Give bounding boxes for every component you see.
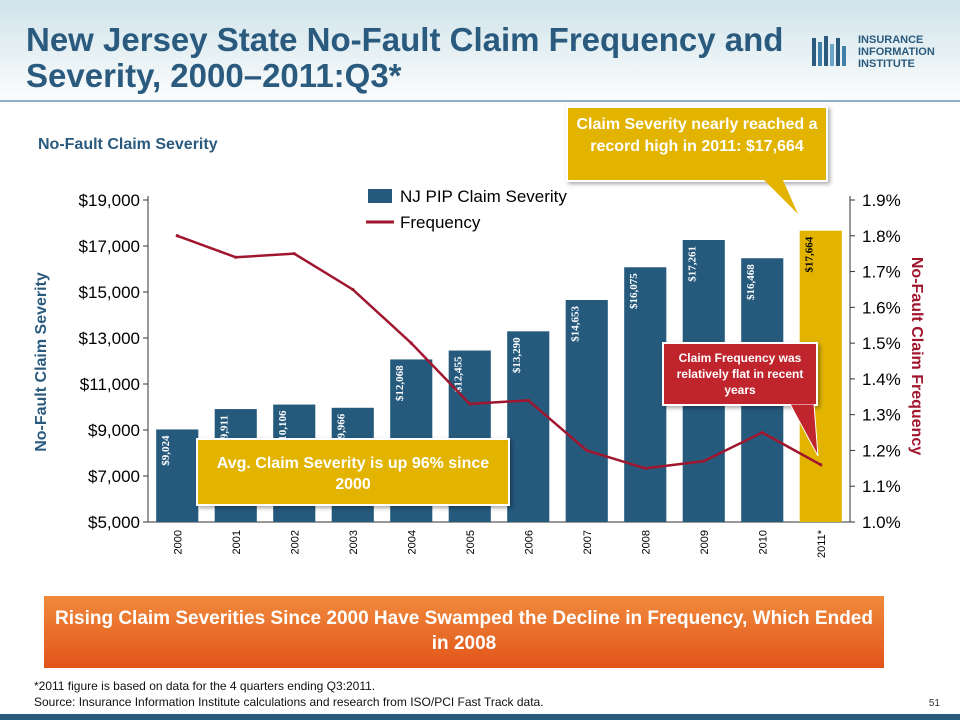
frequency-point bbox=[702, 459, 706, 463]
callout-avg-up: Avg. Claim Severity is up 96% since 2000 bbox=[196, 438, 510, 506]
frequency-point bbox=[175, 234, 179, 238]
y-tick-label-right: 1.7% bbox=[862, 263, 901, 282]
logo-text: INSURANCE INFORMATION INSTITUTE bbox=[858, 34, 935, 70]
x-tick-label: 2002 bbox=[289, 530, 301, 554]
y-tick-label-left: $9,000 bbox=[88, 421, 140, 440]
bar bbox=[507, 331, 550, 522]
legend-label-line: Frequency bbox=[400, 213, 481, 232]
callout-pointer bbox=[762, 178, 798, 214]
legend-label-bar: NJ PIP Claim Severity bbox=[400, 187, 567, 206]
bottom-bar bbox=[0, 714, 960, 720]
frequency-point bbox=[409, 341, 413, 345]
y-tick-label-left: $7,000 bbox=[88, 467, 140, 486]
y-tick-label-left: $5,000 bbox=[88, 513, 140, 532]
key-message-banner: Rising Claim Severities Since 2000 Have … bbox=[44, 596, 884, 668]
legend-swatch-bar bbox=[368, 189, 392, 203]
x-tick-label: 2004 bbox=[406, 530, 418, 554]
bar bbox=[624, 267, 667, 522]
iii-logo-icon bbox=[812, 36, 846, 66]
page-title: New Jersey State No-Fault Claim Frequenc… bbox=[26, 21, 784, 94]
x-tick-label: 2006 bbox=[523, 530, 535, 554]
chart-subtitle: No-Fault Claim Severity bbox=[38, 136, 218, 153]
x-tick-label: 2003 bbox=[348, 530, 360, 554]
callout-frequency-flat: Claim Frequency was relatively flat in r… bbox=[662, 342, 818, 406]
x-tick-label: 2000 bbox=[172, 530, 184, 554]
y-tick-label-left: $11,000 bbox=[80, 375, 140, 394]
callout-pointer bbox=[789, 404, 819, 457]
y-axis-title-right: No-Fault Claim Frequency bbox=[908, 257, 925, 455]
callout-severity-high: Claim Severity nearly reached a record h… bbox=[566, 106, 828, 182]
y-tick-label-left: $13,000 bbox=[79, 329, 140, 348]
bar-value-label: $17,261 bbox=[687, 246, 699, 282]
y-axis-title-left: No-Fault Claim Severity bbox=[33, 272, 50, 452]
frequency-point bbox=[760, 430, 764, 435]
y-tick-label-right: 1.0% bbox=[862, 513, 901, 532]
bar-value-label: $12,455 bbox=[453, 356, 465, 392]
bar-value-label: $9,911 bbox=[219, 415, 231, 445]
frequency-point bbox=[292, 252, 296, 256]
y-tick-label-right: 1.8% bbox=[862, 227, 901, 246]
x-tick-label: 2001 bbox=[231, 530, 243, 554]
frequency-point bbox=[585, 448, 589, 453]
y-tick-label-right: 1.2% bbox=[862, 441, 901, 460]
logo-line: INSTITUTE bbox=[858, 58, 915, 70]
y-tick-label-left: $19,000 bbox=[79, 191, 140, 210]
frequency-point bbox=[468, 402, 472, 406]
y-tick-label-right: 1.5% bbox=[862, 334, 901, 353]
frequency-point bbox=[234, 255, 238, 259]
bar-value-label: $16,075 bbox=[628, 273, 640, 309]
y-tick-label-right: 1.9% bbox=[862, 191, 901, 210]
y-tick-label-left: $15,000 bbox=[79, 283, 140, 302]
x-tick-label: 2011* bbox=[816, 529, 828, 558]
frequency-line bbox=[176, 234, 822, 470]
frequency-point bbox=[643, 466, 647, 470]
bar-value-label: $9,966 bbox=[336, 413, 348, 444]
severity-frequency-chart: $5,000 $7,000 $9,000 $11,000 $13,000 $15,000 $… bbox=[33, 187, 925, 558]
x-tick-label: 2009 bbox=[699, 530, 711, 554]
bar-value-label: $14,653 bbox=[570, 305, 582, 341]
frequency-point bbox=[819, 463, 823, 467]
bar-value-label: $10,106 bbox=[277, 410, 289, 446]
title-divider bbox=[0, 100, 960, 102]
bar bbox=[156, 429, 199, 522]
source-note: Source: Insurance Information Institute … bbox=[34, 695, 544, 709]
bar-value-label: $17,664 bbox=[804, 236, 816, 272]
footnote: *2011 figure is based on data for the 4 … bbox=[34, 679, 376, 693]
y-tick-label-right: 1.6% bbox=[862, 298, 901, 317]
frequency-point bbox=[526, 398, 530, 402]
bar-value-label: $16,468 bbox=[745, 264, 757, 300]
x-tick-label: 2010 bbox=[757, 530, 769, 554]
y-tick-label-left: $17,000 bbox=[79, 237, 140, 256]
logo-line: INSURANCE bbox=[858, 34, 924, 46]
bar-value-label: $13,290 bbox=[511, 337, 523, 373]
y-tick-label-right: 1.3% bbox=[862, 406, 901, 425]
bar bbox=[565, 299, 608, 522]
x-tick-label: 2005 bbox=[465, 530, 477, 554]
y-tick-label-right: 1.4% bbox=[862, 370, 901, 389]
logo-line: INFORMATION bbox=[858, 46, 935, 58]
frequency-point bbox=[351, 287, 355, 292]
iii-logo: INSURANCE INFORMATION INSTITUTE bbox=[812, 32, 952, 72]
bar-value-label: $12,068 bbox=[394, 365, 406, 401]
x-tick-label: 2008 bbox=[640, 530, 652, 554]
y-tick-label-right: 1.1% bbox=[862, 477, 901, 496]
x-tick-label: 2007 bbox=[582, 530, 594, 554]
page-number: 51 bbox=[928, 698, 940, 709]
bar-value-label: $9,024 bbox=[160, 435, 172, 466]
